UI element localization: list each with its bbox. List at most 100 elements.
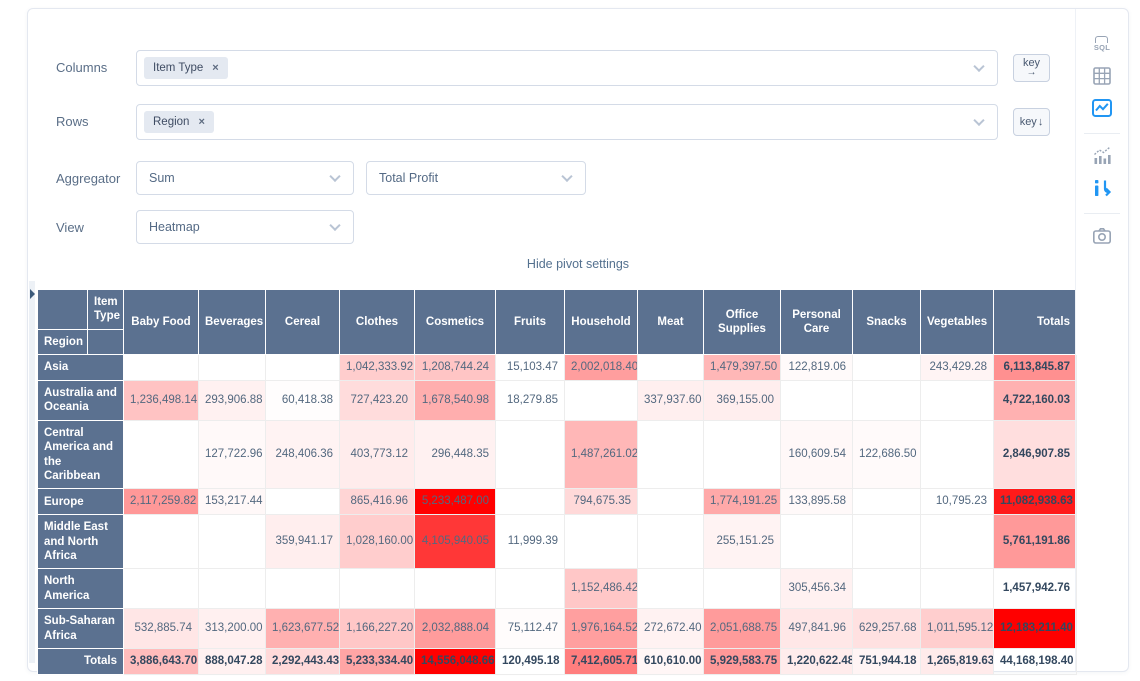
pivot-cell: 122,686.50 [852,419,921,490]
aggregator-select[interactable]: Sum [136,161,354,195]
camera-icon[interactable] [1089,223,1115,249]
pivot-cell [414,568,496,610]
pivot-cell: 4,105,940.05 [414,514,496,570]
pivot-cell: 337,937.60 [637,380,704,421]
pivot-cell [123,514,199,570]
row-header-4: Middle East and North Africa [37,514,124,570]
pivot-cell [495,488,565,516]
pivot-cell [852,568,921,610]
pivot-cell [780,380,853,421]
pivot-cell: 1,236,498.14 [123,380,199,421]
pivot-cell [852,514,921,570]
remove-tag-icon[interactable]: × [212,62,219,74]
pivot-cell: 127,722.96 [198,419,266,490]
collapse-panel-handle[interactable] [29,281,35,663]
tag-label: Region [153,116,190,128]
pivot-cell [703,419,781,490]
pivot-cell: 2,051,688.75 [703,608,781,649]
key-label: key [1019,116,1037,128]
pivot-cell: 153,217.44 [198,488,266,516]
pivot-cell [852,354,921,382]
pivot-cell [198,354,266,382]
column-total-cell: 751,944.18 [852,647,921,675]
pivot-cell: 1,152,486.42 [564,568,638,610]
pivot-cell: 248,406.36 [265,419,340,490]
columns-field[interactable]: Item Type × [136,50,998,86]
chevron-down-icon[interactable] [973,114,985,127]
pivot-cell: 1,028,160.00 [339,514,415,570]
pivot-cell: 272,672.40 [637,608,704,649]
pivot-cell: 313,200.00 [198,608,266,649]
pivot-cell [637,514,704,570]
pivot-cell [637,419,704,490]
column-totals-header: Totals [37,647,124,675]
pivot-cell [265,354,340,382]
pivot-cell [265,488,340,516]
pivot-cell: 369,155.00 [703,380,781,421]
table-row: Middle East and North Africa 359,941.17 1,… [37,514,1077,570]
aggregator-label: Aggregator [56,171,121,186]
remove-tag-icon[interactable]: × [198,116,205,128]
pivot-cell: 10,795.23 [920,488,994,516]
pivot-cell [920,514,994,570]
sql-icon[interactable]: SQL [1089,31,1115,57]
pivot-cell: 1,774,191.25 [703,488,781,516]
pivot-cell: 160,609.54 [780,419,853,490]
row-header-5: North America [37,568,124,610]
pivot-cell [852,488,921,516]
columns-label: Columns [56,60,108,75]
row-total-cell: 12,183,211.40 [993,608,1077,649]
pivot-cell [780,514,853,570]
table-row: Central America and the Caribbean 127,722… [37,419,1077,490]
pivot-cell: 18,279.85 [495,380,565,421]
key-label: key [1022,57,1041,69]
column-total-cell: 610,610.00 [637,647,704,675]
pivot-icon[interactable] [1089,175,1115,201]
caret-right-icon [30,289,35,299]
rows-key-order-button[interactable]: key ↓ [1013,108,1050,136]
column-total-cell: 1,265,819.63 [920,647,994,675]
combo-chart-icon[interactable] [1089,143,1115,169]
aggregator-field-value: Total Profit [379,171,439,185]
column-header-8: Office Supplies [703,288,781,356]
row-total-cell: 11,082,938.63 [993,488,1077,516]
pivot-cell [123,354,199,382]
chevron-down-icon[interactable] [973,60,985,73]
chart-image-icon[interactable] [1089,95,1115,121]
hide-pivot-settings-link[interactable]: Hide pivot settings [526,257,630,271]
tag-label: Item Type [153,62,204,74]
columns-key-order-button[interactable]: key → [1013,54,1050,82]
pivot-cell [265,568,340,610]
pivot-cell [703,568,781,610]
row-header-3: Europe [37,488,124,516]
pivot-cell: 1,487,261.02 [564,419,638,490]
pivot-heatmap-table: Item Type Baby Food Beverages Cereal Clothes… [37,288,1077,675]
column-header-3: Clothes [339,288,415,356]
table-row: Asia 1,042,333.92 1,208,744.24 15,103.47 2,0… [37,354,1077,382]
column-total-cell: 14,556,048.66 [414,647,496,675]
rows-field[interactable]: Region × [136,104,998,140]
pivot-cell: 865,416.96 [339,488,415,516]
grand-total-cell: 44,168,198.40 [993,647,1077,675]
rows-tag[interactable]: Region × [144,111,214,133]
table-row: Australia and Oceania 1,236,498.14 293,906… [37,380,1077,421]
columns-tag[interactable]: Item Type × [144,57,228,79]
pivot-cell: 629,257.68 [852,608,921,649]
column-total-cell: 120,495.18 [495,647,565,675]
pivot-cell: 1,976,164.52 [564,608,638,649]
table-icon[interactable] [1089,63,1115,89]
view-select[interactable]: Heatmap [136,210,354,244]
pivot-cell: 2,117,259.82 [123,488,199,516]
aggregator-field-select[interactable]: Total Profit [366,161,586,195]
pivot-cell [495,568,565,610]
column-header-11: Vegetables [920,288,994,356]
pivot-cell: 293,906.88 [198,380,266,421]
chevron-down-icon [329,219,341,232]
row-total-cell: 1,457,942.76 [993,568,1077,610]
sidebar-divider [1084,133,1120,134]
pivot-cell [495,419,565,490]
pivot-cell: 255,151.25 [703,514,781,570]
page-fold-shape [1095,36,1109,43]
pivot-cell: 794,675.35 [564,488,638,516]
pivot-cell [637,568,704,610]
